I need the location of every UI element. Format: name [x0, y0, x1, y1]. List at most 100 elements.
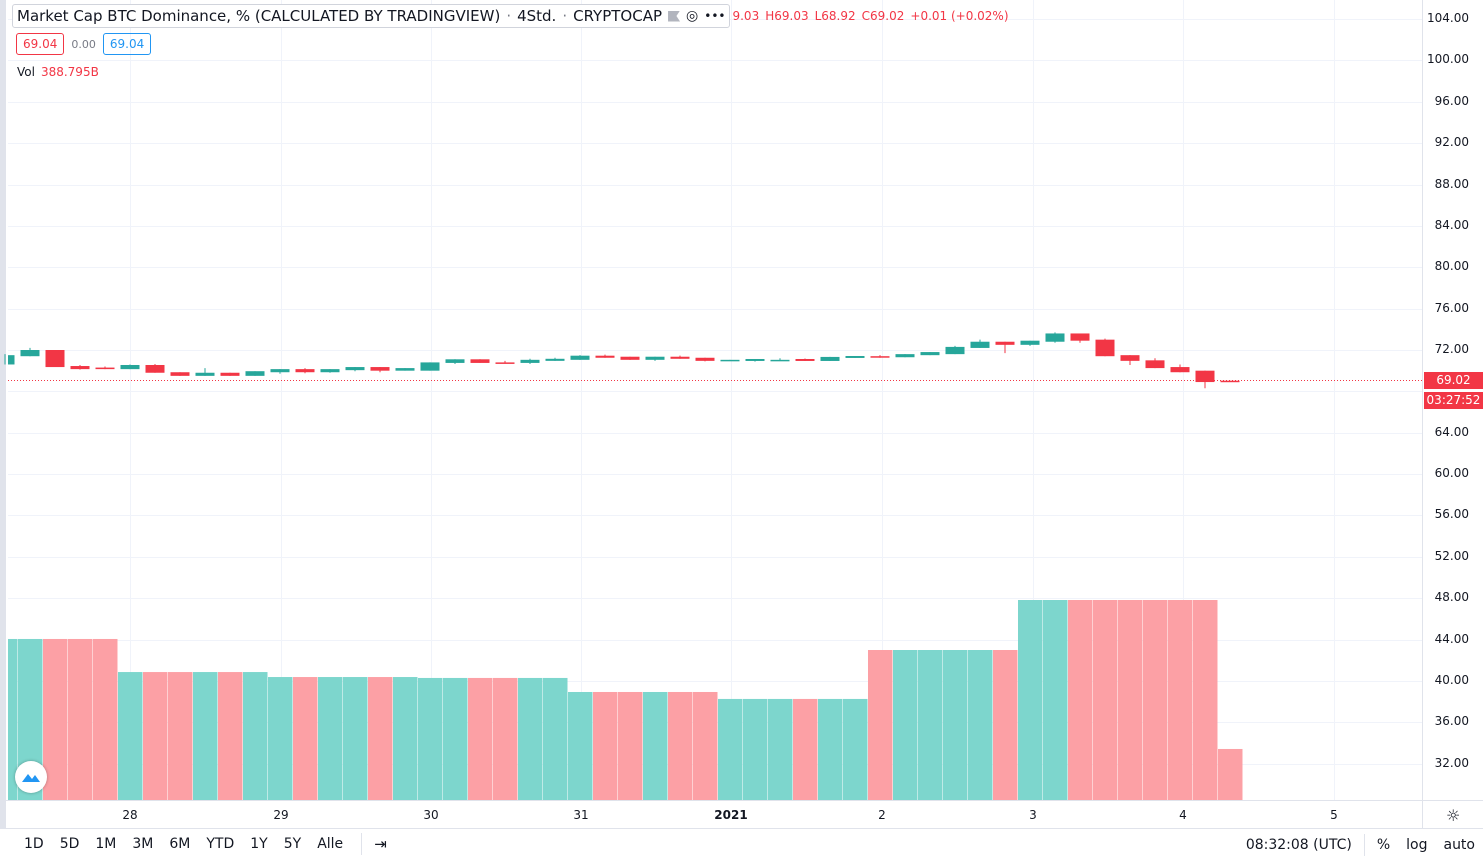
- volume-bar: [1168, 600, 1193, 800]
- settings-icon[interactable]: ☼: [1446, 806, 1461, 825]
- price-tick: 104.00: [1427, 11, 1469, 26]
- candle-body: [1170, 367, 1190, 373]
- auto-toggle[interactable]: auto: [1443, 836, 1475, 853]
- volume-bar: [68, 638, 93, 800]
- candle-body: [1220, 380, 1240, 383]
- range-5d[interactable]: 5D: [59, 836, 80, 852]
- volume-bar: [943, 650, 968, 800]
- candle-body: [420, 362, 440, 371]
- candle-body: [1070, 333, 1090, 341]
- candle-body: [1145, 360, 1165, 369]
- time-tick: 5: [1330, 808, 1338, 822]
- candle-body: [895, 354, 915, 358]
- log-toggle[interactable]: log: [1406, 836, 1428, 853]
- price-tick: 92.00: [1434, 135, 1469, 150]
- bottom-toolbar: 1D 5D 1M 3M 6M YTD 1Y 5Y Alle ⇥ 08:32:08 (UTC) %…: [0, 828, 1483, 859]
- price-tick: 48.00: [1434, 590, 1469, 605]
- range-1m[interactable]: 1M: [95, 836, 117, 852]
- price-tick: 76.00: [1434, 300, 1469, 315]
- volume-bar: [893, 650, 918, 800]
- volume-bar: [693, 691, 718, 800]
- volume-bar: [768, 698, 793, 800]
- volume-bar: [843, 698, 868, 800]
- time-tick: 3: [1029, 808, 1037, 822]
- volume-bar: [343, 677, 368, 800]
- volume-bar: [1018, 600, 1043, 800]
- candle-body: [570, 355, 590, 360]
- candle-body: [670, 356, 690, 359]
- time-tick: 28: [122, 808, 138, 822]
- candle-body: [995, 341, 1015, 345]
- candle-body: [770, 359, 790, 362]
- flag-icon[interactable]: [668, 10, 681, 22]
- candle-body: [745, 358, 765, 361]
- symbol-title-box[interactable]: Market Cap BTC Dominance, % (CALCULATED …: [12, 4, 731, 28]
- candle-body: [470, 359, 490, 363]
- price-tick: 40.00: [1434, 672, 1469, 687]
- price-tick: 84.00: [1434, 217, 1469, 232]
- candle-body: [520, 359, 540, 363]
- volume-bar: [118, 672, 143, 800]
- volume-bar: [393, 677, 418, 800]
- countdown-tag: 03:27:52: [1424, 392, 1483, 409]
- goto-date-icon[interactable]: ⇥: [374, 835, 387, 853]
- range-5y[interactable]: 5Y: [283, 836, 302, 852]
- price-tick: 64.00: [1434, 424, 1469, 439]
- buy-price-button[interactable]: 69.04: [102, 33, 152, 55]
- low-value: 68.92: [821, 9, 856, 23]
- spread: 0.00: [71, 37, 96, 51]
- candle-body: [1020, 340, 1040, 345]
- candle-body: [20, 350, 40, 357]
- time-tick: 2021: [714, 808, 748, 822]
- range-3m[interactable]: 3M: [132, 836, 154, 852]
- price-tick: 72.00: [1434, 342, 1469, 356]
- more-icon[interactable]: •••: [704, 9, 726, 23]
- volume-bar: [518, 677, 543, 800]
- tradingview-logo[interactable]: [15, 761, 47, 793]
- volume-bar: [143, 672, 168, 800]
- time-tick: 4: [1179, 808, 1187, 822]
- volume-bar: [543, 677, 568, 800]
- range-ytd[interactable]: YTD: [206, 836, 235, 852]
- volume-label: Vol: [17, 65, 35, 79]
- range-1y[interactable]: 1Y: [250, 836, 268, 852]
- range-alle[interactable]: Alle: [317, 836, 344, 852]
- price-chart[interactable]: [0, 0, 1483, 828]
- candle-body: [295, 369, 315, 373]
- volume-bar: [1143, 600, 1168, 800]
- time-tick: 31: [573, 808, 589, 822]
- candle-body: [1045, 333, 1065, 342]
- clock-time[interactable]: 08:32:08 (UTC): [1245, 836, 1352, 853]
- close-value: 69.02: [870, 9, 905, 23]
- volume-bar: [1068, 600, 1093, 800]
- candle-body: [720, 359, 740, 362]
- candle-body: [95, 367, 115, 370]
- volume-bar: [968, 650, 993, 800]
- price-tick: 80.00: [1434, 259, 1469, 274]
- range-6m[interactable]: 6M: [169, 836, 191, 852]
- volume-bar: [868, 650, 893, 800]
- volume-bar: [268, 677, 293, 800]
- percent-toggle[interactable]: %: [1376, 836, 1391, 853]
- range-1d[interactable]: 1D: [24, 836, 44, 852]
- candle-body: [370, 367, 390, 371]
- volume-bar: [468, 677, 493, 800]
- candle-body: [70, 366, 90, 370]
- sell-price-button[interactable]: 69.04: [16, 33, 65, 55]
- exchange: CRYPTOCAP: [573, 7, 663, 25]
- volume-bar: [1218, 748, 1243, 800]
- candle-body: [495, 362, 515, 364]
- high-value: 69.03: [774, 9, 809, 23]
- volume-bar: [1118, 600, 1143, 800]
- volume-bar: [568, 691, 593, 800]
- volume-bar: [368, 677, 393, 800]
- price-tick: 96.00: [1434, 93, 1469, 108]
- volume-bar: [668, 691, 693, 800]
- eye-icon[interactable]: ◎: [686, 8, 699, 24]
- volume-bar: [918, 650, 943, 800]
- candle-body: [945, 346, 965, 355]
- candle-body: [545, 358, 565, 361]
- price-tick: 60.00: [1434, 466, 1469, 481]
- volume-value: 388.795B: [40, 65, 99, 79]
- volume-bar: [618, 691, 643, 800]
